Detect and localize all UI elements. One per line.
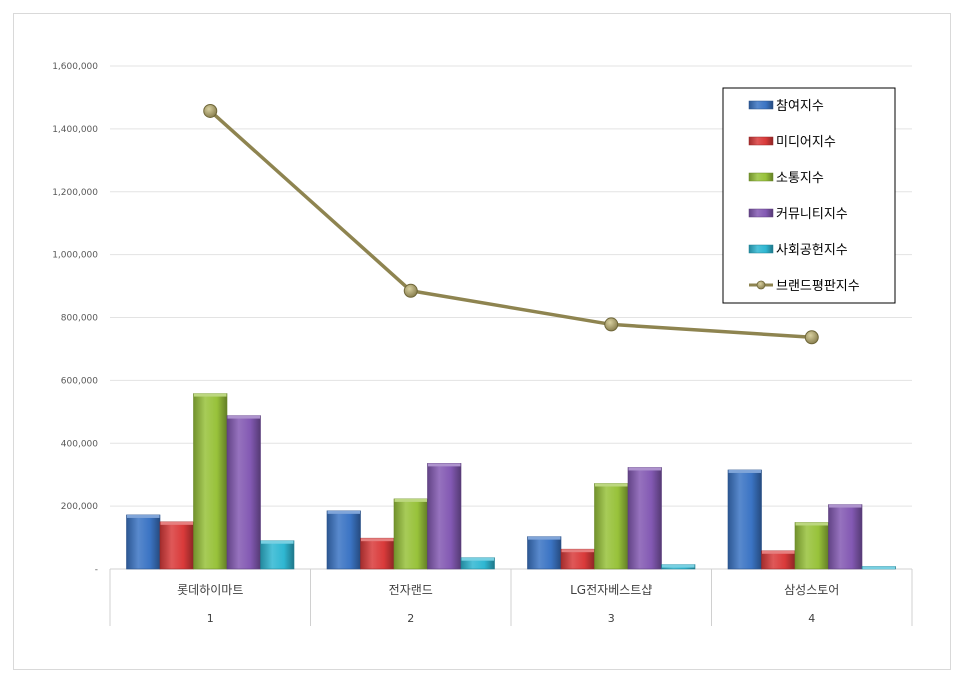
y-tick-label: 1,400,000 [52, 125, 98, 135]
bar [226, 415, 261, 570]
bar-highlight [662, 564, 695, 568]
bar [794, 522, 829, 570]
line-point [203, 103, 218, 118]
bar-highlight [194, 393, 227, 397]
legend-label: 커뮤니티지수 [776, 207, 848, 222]
x-category-label: 전자랜드 [389, 583, 433, 597]
bar [594, 483, 629, 570]
bar [193, 393, 228, 570]
x-axis: 롯데하이마트 1 전자랜드 2 LG전자베스트샵 3 삼성스토어 4 [109, 568, 913, 626]
y-tick-label: 600,000 [61, 376, 98, 386]
legend-item: 커뮤니티지수 [748, 207, 848, 222]
x-category-number: 2 [407, 612, 414, 625]
legend-swatch [748, 172, 774, 182]
bar-highlight [361, 538, 394, 542]
brand-index-line [203, 103, 819, 345]
legend-swatch [748, 208, 774, 218]
bar-highlight [595, 483, 628, 487]
y-axis: - 200,000 400,000 600,000 800,000 1,000,000 1,… [52, 62, 98, 575]
y-tick-label: 200,000 [61, 502, 98, 512]
bar-highlight [795, 522, 828, 526]
bar [326, 510, 361, 570]
line-point [604, 317, 619, 332]
x-category-number: 1 [207, 612, 214, 625]
bar [126, 514, 161, 570]
x-category-label: LG전자베스트샵 [570, 583, 652, 597]
bar-highlight [829, 504, 862, 508]
bar [260, 540, 295, 570]
legend-label: 브랜드평판지수 [776, 279, 860, 294]
bar [393, 498, 428, 570]
bar-highlight [127, 514, 160, 518]
x-category-label: 롯데하이마트 [177, 583, 243, 597]
x-category-number: 4 [808, 612, 815, 625]
line-point [804, 330, 819, 345]
legend-label: 미디어지수 [776, 135, 836, 150]
bar-highlight [628, 467, 661, 471]
legend-swatch [748, 136, 774, 146]
bar [527, 536, 562, 570]
legend-item: 미디어지수 [748, 135, 836, 150]
bar-highlight [528, 536, 561, 540]
legend-item: 브랜드평판지수 [749, 279, 860, 294]
bar-highlight [561, 549, 594, 553]
bar [727, 469, 762, 570]
bar-highlight [261, 540, 294, 544]
y-tick-label: 1,000,000 [52, 251, 98, 261]
legend-swatch [748, 244, 774, 254]
legend-box [722, 87, 896, 304]
bar [360, 537, 395, 570]
bar-highlight [160, 521, 193, 525]
legend-item: 사회공헌지수 [748, 243, 848, 258]
legend-swatch [748, 100, 774, 110]
legend-marker [756, 280, 766, 290]
y-tick-label: 400,000 [61, 439, 98, 449]
legend-label: 사회공헌지수 [776, 243, 848, 258]
line-point [403, 283, 418, 298]
bar-highlight [327, 510, 360, 514]
bar-highlight [762, 550, 795, 554]
x-category-label: 삼성스토어 [784, 583, 839, 597]
legend-label: 참여지수 [776, 99, 824, 114]
bar-highlight [394, 498, 427, 502]
bar-highlight [862, 566, 895, 569]
legend-item: 참여지수 [748, 99, 824, 114]
legend-item: 소통지수 [748, 171, 824, 186]
bars [126, 393, 896, 570]
bar-highlight [728, 469, 761, 473]
legend-label: 소통지수 [776, 171, 824, 186]
bar-highlight [227, 415, 260, 419]
y-tick-label: 800,000 [61, 314, 98, 324]
y-tick-label: - [95, 565, 98, 575]
bar-highlight [461, 557, 494, 561]
y-tick-label: 1,200,000 [52, 188, 98, 198]
bar-highlight [428, 463, 461, 467]
x-category-number: 3 [608, 612, 615, 625]
bar [627, 467, 662, 570]
y-tick-label: 1,600,000 [52, 62, 98, 72]
bar [159, 521, 194, 570]
bar [427, 463, 462, 570]
series-line [209, 109, 812, 340]
bar [828, 504, 863, 570]
